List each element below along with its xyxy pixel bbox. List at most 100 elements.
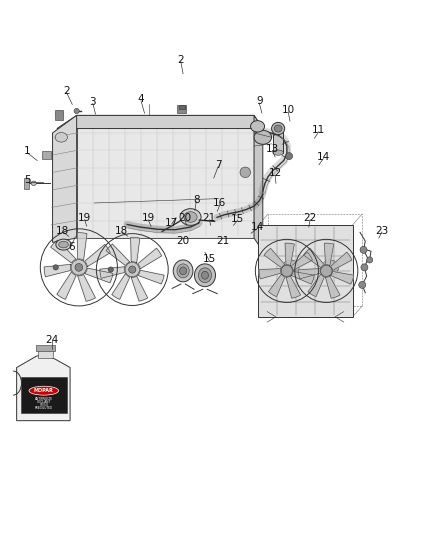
Bar: [179, 106, 185, 109]
Text: 18: 18: [115, 225, 128, 236]
Bar: [42, 151, 51, 159]
Polygon shape: [285, 243, 294, 265]
Text: COOLANT: COOLANT: [37, 400, 51, 403]
Circle shape: [129, 266, 136, 273]
Text: 11: 11: [312, 125, 325, 135]
Text: 19: 19: [78, 213, 91, 223]
Text: 14: 14: [251, 222, 264, 232]
Text: 16: 16: [213, 198, 226, 208]
Text: 50/50: 50/50: [39, 403, 48, 407]
Circle shape: [286, 152, 293, 159]
Ellipse shape: [173, 260, 193, 282]
Polygon shape: [304, 248, 325, 268]
Polygon shape: [325, 243, 334, 265]
Bar: [55, 110, 63, 120]
Text: 3: 3: [89, 97, 96, 107]
Text: 24: 24: [45, 335, 58, 345]
Text: 20: 20: [178, 213, 191, 223]
Text: MOPAR: MOPAR: [34, 388, 54, 393]
Ellipse shape: [272, 123, 285, 135]
Text: 2: 2: [177, 55, 184, 65]
Ellipse shape: [201, 271, 208, 279]
Text: 17: 17: [165, 217, 178, 228]
Ellipse shape: [184, 212, 197, 222]
Text: 22: 22: [304, 213, 317, 223]
Polygon shape: [308, 274, 325, 297]
Polygon shape: [291, 271, 314, 284]
Polygon shape: [53, 115, 77, 243]
Text: PREDILUTED: PREDILUTED: [35, 406, 53, 410]
Polygon shape: [57, 115, 263, 128]
Polygon shape: [331, 271, 354, 284]
Polygon shape: [264, 248, 285, 268]
Ellipse shape: [194, 264, 215, 287]
Text: 23: 23: [375, 225, 389, 236]
Polygon shape: [258, 225, 353, 317]
Text: 19: 19: [141, 213, 155, 223]
Ellipse shape: [251, 120, 265, 132]
Bar: [21, 377, 67, 413]
Text: ANTIFREEZE: ANTIFREEZE: [35, 397, 53, 400]
Bar: [177, 106, 186, 113]
Text: 18: 18: [56, 225, 69, 236]
Polygon shape: [85, 268, 113, 283]
Circle shape: [125, 262, 139, 277]
Ellipse shape: [55, 133, 67, 142]
Polygon shape: [78, 274, 95, 301]
Text: 10: 10: [282, 105, 295, 115]
Text: 13: 13: [266, 144, 279, 154]
Polygon shape: [131, 276, 148, 301]
Polygon shape: [138, 270, 164, 284]
Bar: [36, 345, 55, 351]
Circle shape: [360, 246, 367, 253]
Ellipse shape: [198, 268, 212, 282]
Circle shape: [361, 264, 368, 271]
Polygon shape: [299, 269, 321, 279]
Ellipse shape: [31, 181, 36, 185]
Ellipse shape: [29, 386, 59, 395]
Circle shape: [281, 265, 293, 277]
Polygon shape: [106, 244, 130, 265]
Ellipse shape: [254, 130, 272, 144]
Text: 7: 7: [215, 160, 222, 170]
Text: 15: 15: [203, 254, 216, 264]
Polygon shape: [268, 274, 285, 297]
Polygon shape: [325, 276, 340, 298]
Text: 1: 1: [24, 146, 31, 156]
Ellipse shape: [177, 264, 189, 278]
Bar: [38, 349, 53, 358]
Ellipse shape: [274, 125, 282, 132]
Text: 5: 5: [24, 175, 31, 185]
Polygon shape: [138, 248, 162, 269]
Polygon shape: [131, 237, 140, 263]
Polygon shape: [331, 252, 352, 270]
Polygon shape: [57, 272, 76, 300]
Text: 8: 8: [193, 195, 200, 205]
Circle shape: [75, 263, 83, 271]
Text: 15: 15: [231, 214, 244, 224]
Ellipse shape: [56, 239, 71, 250]
Text: 6: 6: [68, 242, 75, 252]
Circle shape: [74, 108, 79, 114]
Polygon shape: [77, 233, 87, 260]
Circle shape: [108, 267, 113, 272]
Polygon shape: [286, 276, 300, 298]
Text: 2: 2: [63, 86, 70, 96]
Text: 20: 20: [177, 236, 190, 246]
Ellipse shape: [180, 267, 187, 275]
Text: 9: 9: [256, 96, 263, 107]
Ellipse shape: [59, 241, 68, 248]
Text: 21: 21: [203, 213, 216, 223]
Polygon shape: [254, 115, 263, 251]
Ellipse shape: [283, 260, 299, 275]
Text: 14: 14: [317, 152, 330, 162]
Polygon shape: [17, 356, 70, 421]
Text: 4: 4: [138, 94, 145, 104]
Polygon shape: [291, 252, 312, 270]
Polygon shape: [100, 267, 125, 278]
Ellipse shape: [180, 209, 201, 225]
Ellipse shape: [322, 260, 339, 275]
Polygon shape: [51, 240, 76, 263]
Polygon shape: [259, 269, 281, 279]
Bar: [273, 131, 283, 152]
